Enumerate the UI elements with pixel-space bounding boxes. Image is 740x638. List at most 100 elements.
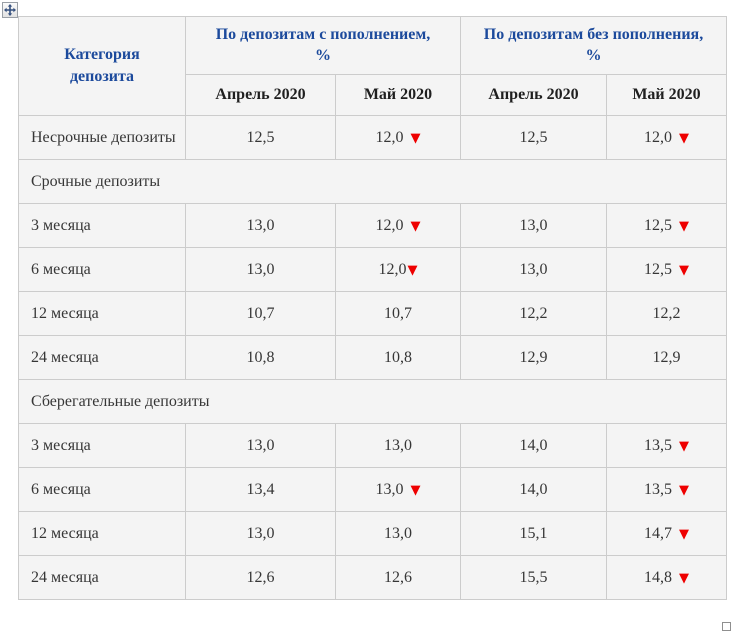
value-cell: 13,0 [185,203,336,248]
value-cell: 12,5 ▼ [606,247,727,292]
value-cell: 12,5 [460,115,607,160]
value-cell: 12,2 [460,291,607,336]
value-cell: 10,8 [335,335,461,380]
rate-value: 13,0 [246,524,275,542]
category-cell: 6 месяца [18,467,186,512]
table-row: Несрочные депозиты 12,5 12,0 ▼ 12,5 12,0 ▼ [18,115,727,160]
table-move-handle[interactable] [2,2,18,18]
column-group-with-replenishment: По депозитам с пополнением, % [185,16,461,75]
rate-value: 13,0 [375,480,404,498]
rate-value: 13,0 [519,216,548,234]
value-cell: 15,1 [460,511,607,556]
category-cell: 12 месяца [18,511,186,556]
rate-value: 13,5 [644,480,672,498]
table-resize-handle[interactable] [722,622,731,631]
column-header-april-without: Апрель 2020 [460,74,607,116]
rate-value: 12,6 [384,568,412,586]
rate-value: 12,2 [652,304,681,322]
rate-value: 10,8 [246,348,275,366]
rate-value: 14,0 [519,480,548,498]
down-arrow-icon: ▼ [679,218,689,234]
rate-value: 10,7 [246,304,275,322]
rate-value: 15,1 [519,524,548,542]
down-arrow-icon: ▼ [410,130,421,146]
rate-value: 13,0 [246,260,275,278]
rate-value: 14,0 [519,436,548,454]
value-cell: 12,0 ▼ [606,115,727,160]
value-cell: 13,4 [185,467,336,512]
category-cell: 12 месяца [18,291,186,336]
table-row: 3 месяца 13,0 12,0 ▼ 13,0 12,5 ▼ [18,203,727,248]
down-arrow-icon: ▼ [679,482,689,498]
value-cell: 12,6 [185,555,336,600]
table-row: 24 месяца 12,6 12,6 15,5 14,8 ▼ [18,555,727,600]
rate-value: 14,8 [644,568,672,586]
value-cell: 13,0 ▼ [335,467,461,512]
rate-value: 12,0 [375,128,404,146]
rate-value: 12,5 [644,216,672,234]
down-arrow-icon: ▼ [410,482,421,498]
value-cell: 12,5 [185,115,336,160]
value-cell: 15,5 [460,555,607,600]
down-arrow-icon: ▼ [679,262,689,278]
rate-value: 13,0 [384,436,412,454]
category-cell: 3 месяца [18,203,186,248]
value-cell: 12,9 [460,335,607,380]
table-row: 12 месяца 13,0 13,0 15,1 14,7 ▼ [18,511,727,556]
column-header-may-with: Май 2020 [335,74,461,116]
category-cell: 24 месяца [18,555,186,600]
value-cell: 13,0 [335,423,461,468]
table-row: 6 месяца 13,4 13,0 ▼ 14,0 13,5 ▼ [18,467,727,512]
column-header-category: Категория депозита [18,16,186,116]
down-arrow-icon: ▼ [679,438,689,454]
rate-value: 13,0 [519,260,548,278]
rate-value: 12,5 [644,260,672,278]
rate-value: 12,5 [246,128,275,146]
category-cell: 6 месяца [18,247,186,292]
table-row: 6 месяца 13,0 12,0▼ 13,0 12,5 ▼ [18,247,727,292]
down-arrow-icon: ▼ [679,570,689,586]
rate-value: 14,7 [644,524,672,542]
down-arrow-icon: ▼ [679,526,689,542]
table-row: 12 месяца 10,7 10,7 12,2 12,2 [18,291,727,336]
value-cell: 13,5 ▼ [606,423,727,468]
column-group-without-replenishment: По депозитам без пополнения, % [460,16,727,75]
rate-value: 12,2 [519,304,548,322]
value-cell: 12,0 ▼ [335,203,461,248]
value-cell: 13,0 [185,511,336,556]
table-row: 3 месяца 13,0 13,0 14,0 13,5 ▼ [18,423,727,468]
rate-value: 10,8 [384,348,412,366]
table-row: 24 месяца 10,8 10,8 12,9 12,9 [18,335,727,380]
rate-value: 10,7 [384,304,412,322]
value-cell: 12,9 [606,335,727,380]
value-cell: 13,0 [185,247,336,292]
value-cell: 14,0 [460,467,607,512]
rate-value: 13,0 [246,216,275,234]
value-cell: 12,2 [606,291,727,336]
rate-value: 12,0 [644,128,672,146]
rate-value: 13,5 [644,436,672,454]
deposit-rates-table: Категория депозита По депозитам с пополн… [18,16,727,600]
value-cell: 13,0 [185,423,336,468]
value-cell: 10,8 [185,335,336,380]
section-row: Срочные депозиты [18,159,727,204]
value-cell: 12,0 ▼ [335,115,461,160]
header-month-row: Апрель 2020 Май 2020 Апрель 2020 Май 202… [19,74,727,116]
rate-value: 12,9 [519,348,548,366]
value-cell: 10,7 [335,291,461,336]
value-cell: 14,8 ▼ [606,555,727,600]
section-label-cell: Срочные депозиты [18,159,727,204]
table-body: Несрочные депозиты 12,5 12,0 ▼ 12,5 12,0 ▼ Сроч… [18,115,727,600]
value-cell: 13,5 ▼ [606,467,727,512]
rate-value: 12,0 [378,260,407,278]
header-group-row: Категория депозита По депозитам с пополн… [18,16,727,116]
rate-value: 13,0 [246,436,275,454]
rate-value: 12,0 [375,216,404,234]
value-cell: 12,6 [335,555,461,600]
move-arrows-icon [4,4,16,16]
column-header-april-with: Апрель 2020 [185,74,336,116]
value-cell: 13,0 [335,511,461,556]
down-arrow-icon: ▼ [679,130,689,146]
down-arrow-icon: ▼ [407,262,418,278]
rate-value: 15,5 [519,568,548,586]
